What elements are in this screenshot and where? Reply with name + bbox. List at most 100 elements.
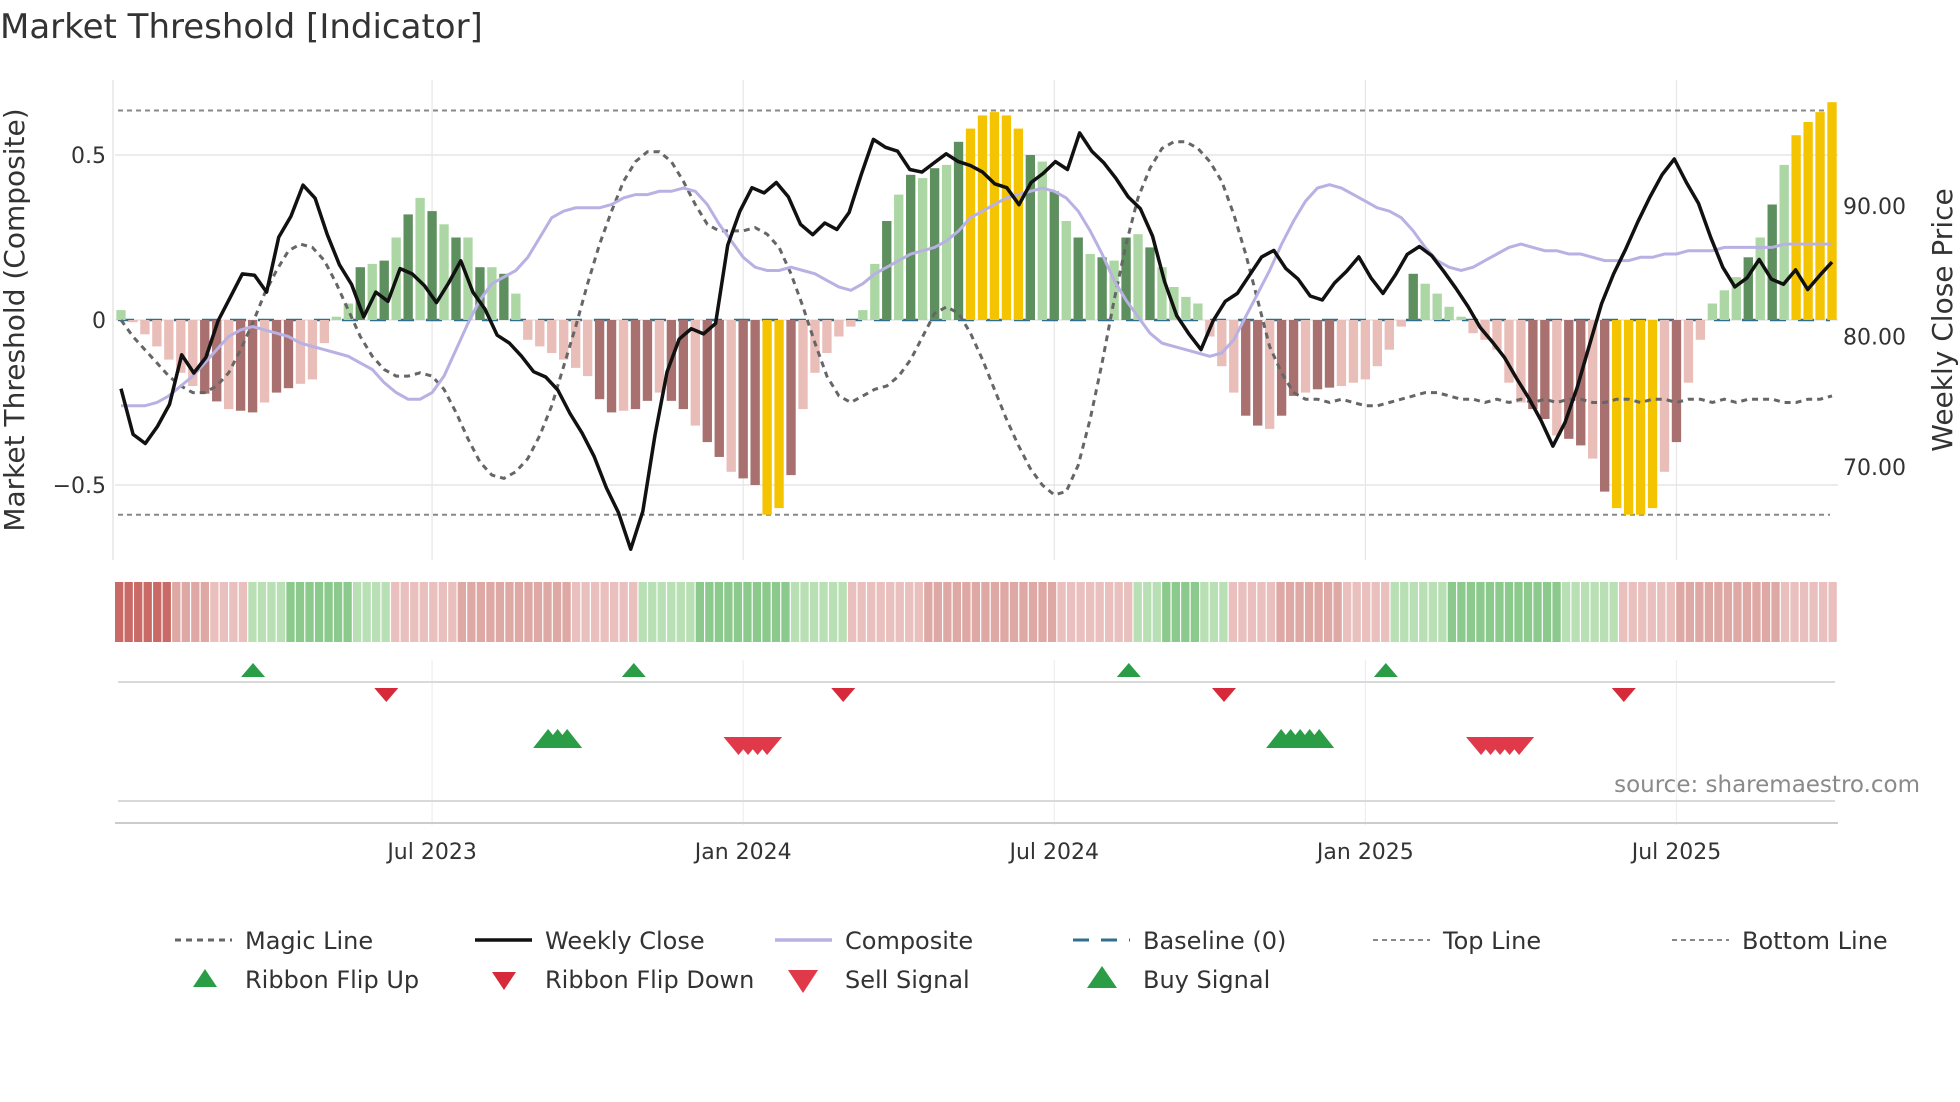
composite-bar: [427, 211, 437, 320]
ribbon-cell: [495, 582, 505, 642]
ribbon-cell: [1295, 582, 1304, 642]
composite-bar: [116, 310, 126, 320]
composite-bar: [894, 194, 904, 320]
composite-line: [121, 183, 1832, 408]
legend-baseline-label: Baseline (0): [1143, 927, 1286, 955]
ribbon-cell: [1523, 582, 1533, 642]
ribbon-cell: [1504, 582, 1514, 642]
composite-bar: [1097, 257, 1107, 320]
x-tick-label: Jan 2025: [1315, 840, 1414, 865]
ribbon-cell: [1552, 582, 1561, 642]
ribbon-cell: [867, 582, 876, 642]
ribbon-flip-down-marker: [1611, 688, 1636, 702]
ribbon-cell: [1181, 582, 1190, 642]
composite-bar: [1073, 237, 1083, 320]
composite-bar: [1683, 320, 1694, 383]
composite-bar: [547, 320, 557, 353]
composite-bar: [164, 320, 174, 360]
ribbon-cell: [886, 582, 895, 642]
ribbon-cell: [1219, 582, 1228, 642]
x-tick-label: Jul 2025: [1630, 840, 1722, 865]
composite-bar: [1288, 320, 1299, 396]
ribbon-cell: [410, 582, 419, 642]
composite-bar: [1420, 283, 1430, 320]
composite-bar: [439, 224, 449, 320]
legend-buy-icon: [1087, 966, 1117, 988]
ribbon-cell: [562, 582, 571, 642]
ribbon-cell: [1638, 582, 1647, 642]
ribbon-cell: [800, 582, 809, 642]
ribbon-cell: [391, 582, 400, 642]
ribbon-cell: [1124, 582, 1133, 642]
composite-bar: [1504, 320, 1514, 383]
composite-bar: [1037, 161, 1047, 320]
ribbon-cell: [210, 582, 219, 642]
sell-signal-marker: [1504, 737, 1535, 755]
left-tick-label: 0: [92, 309, 106, 334]
ribbon: [115, 582, 1837, 642]
ribbon-cell: [1657, 582, 1666, 642]
ribbon-cell: [1790, 582, 1799, 642]
ribbon-cell: [134, 582, 143, 642]
composite-bar: [1085, 254, 1095, 320]
ribbon-cell: [847, 582, 857, 642]
ribbon-cell: [1647, 582, 1656, 642]
composite-bar: [1767, 204, 1777, 320]
ribbon-cell: [200, 582, 209, 642]
composite-bars: [116, 102, 1837, 515]
composite-bar: [1348, 320, 1359, 383]
composite-bar: [403, 214, 413, 320]
ribbon-cell: [876, 582, 885, 642]
composite-bar: [1049, 191, 1059, 320]
legend-buy-label: Buy Signal: [1143, 966, 1270, 994]
ribbon-flip-up-marker: [1116, 663, 1141, 677]
ribbon-cell: [676, 582, 685, 642]
ribbon-cell: [381, 582, 390, 642]
ribbon-cell: [153, 582, 162, 642]
composite-bar: [1384, 320, 1394, 350]
composite-bar: [1181, 296, 1191, 320]
ribbon-cell: [1742, 582, 1752, 642]
composite-bar: [1456, 316, 1466, 320]
ribbon-cell: [467, 582, 476, 642]
composite-bar: [283, 320, 294, 389]
ribbon-cell: [905, 582, 914, 642]
composite-bar: [1600, 320, 1610, 492]
ribbon-cell: [124, 582, 133, 642]
ribbon-cell: [1000, 582, 1009, 642]
composite-bar: [259, 320, 270, 403]
composite-bar: [1480, 320, 1490, 340]
ribbon-cell: [1314, 582, 1323, 642]
composite-bar: [1229, 320, 1239, 393]
composite-bar: [570, 320, 581, 368]
composite-bar: [1432, 293, 1442, 320]
composite-bar: [582, 320, 593, 377]
composite-bar: [654, 320, 665, 393]
ribbon-cell: [809, 582, 819, 642]
composite-bar: [1827, 102, 1837, 320]
ribbon-cell: [476, 582, 486, 642]
right-tick-label: 70.00: [1843, 456, 1906, 481]
ribbon-cell: [762, 582, 771, 642]
composite-bar: [379, 260, 389, 320]
composite-bar: [774, 320, 784, 509]
chart-title: Market Threshold [Indicator]: [0, 7, 483, 47]
ribbon-cell: [1304, 582, 1314, 642]
composite-bar: [1025, 155, 1036, 320]
threshold-lines: [118, 109, 1830, 516]
composite-bar: [1145, 247, 1155, 320]
composite-bar: [271, 320, 282, 393]
ribbon-cell: [733, 582, 743, 642]
ribbon-cell: [648, 582, 657, 642]
composite-bar: [1109, 260, 1119, 320]
ribbon-cell: [838, 582, 847, 642]
composite-bar: [1468, 320, 1478, 334]
ribbon-cell: [1238, 582, 1247, 642]
ribbon-cell: [1105, 582, 1114, 642]
composite-bar: [247, 320, 258, 413]
composite-bar: [1157, 267, 1167, 320]
ribbon-cell: [172, 582, 181, 642]
composite-bar: [1576, 320, 1586, 446]
ribbon-cell: [1200, 582, 1209, 642]
